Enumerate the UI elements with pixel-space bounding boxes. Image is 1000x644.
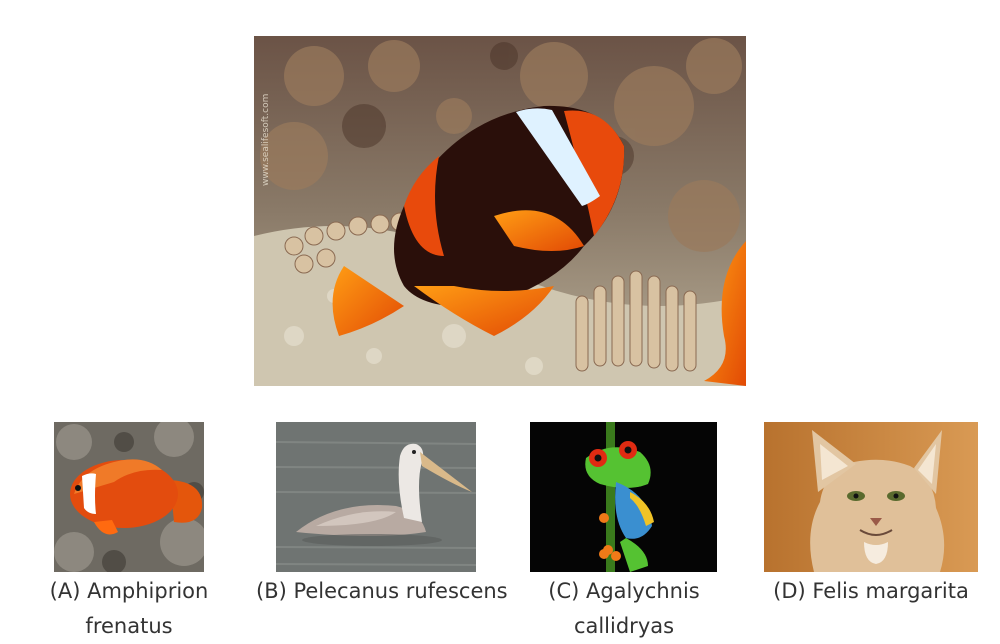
watermark: www.sealifesoft.com	[261, 94, 271, 186]
choice-a-label[interactable]: (A) Amphiprion frenatus	[49, 579, 209, 638]
choice-d-label[interactable]: (D) Felis margarita	[773, 579, 969, 603]
choice-a-photo[interactable]	[54, 422, 204, 572]
question-photo: www.sealifesoft.com	[254, 36, 746, 386]
choice-b-photo[interactable]	[276, 422, 476, 572]
choice-d-photo[interactable]	[764, 422, 978, 572]
choice-c-label[interactable]: (C) Agalychnis callidryas	[548, 579, 700, 638]
choice-c-photo[interactable]	[530, 422, 717, 572]
choice-b-label[interactable]: (B) Pelecanus rufescens	[256, 579, 508, 603]
